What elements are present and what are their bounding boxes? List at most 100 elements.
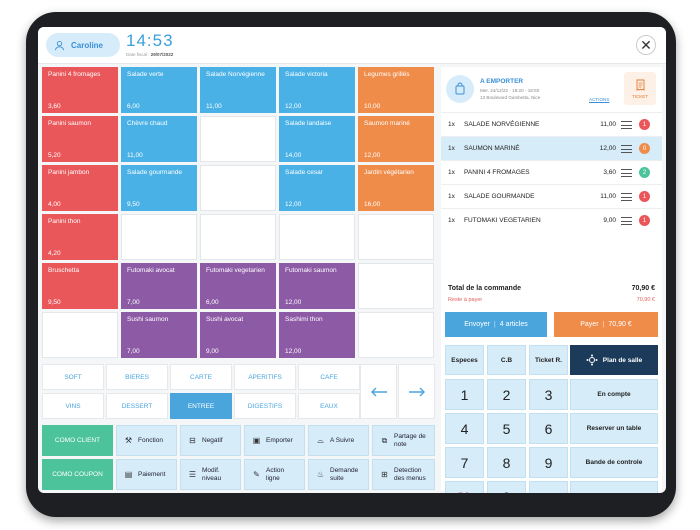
product-sushi-saumon[interactable]: Sushi saumon 7,00 xyxy=(121,312,197,358)
product-legumes-grilles[interactable]: Legumes grillés 10,00 xyxy=(358,67,434,113)
close-button[interactable]: ✕ xyxy=(636,35,656,55)
product-price: 4,20 xyxy=(48,250,61,257)
empty-product-slot[interactable] xyxy=(121,214,197,260)
empty-product-slot[interactable] xyxy=(279,214,355,260)
como-client-button[interactable]: COMO CLIENT xyxy=(42,425,113,456)
empty-product-slot[interactable] xyxy=(358,263,434,309)
product-futomaki-avocat[interactable]: Futomaki avocat 7,00 xyxy=(121,263,197,309)
line-qty: 1x xyxy=(448,145,455,152)
empty-product-slot[interactable] xyxy=(200,165,276,211)
reserver-un-table-button[interactable]: Reserver un table xyxy=(570,413,658,444)
como-coupon-button[interactable]: COMO COUPON xyxy=(42,459,113,490)
category-vins[interactable]: VINS xyxy=(42,393,104,419)
empty-product-slot[interactable] xyxy=(358,214,434,260)
category-aperitifs[interactable]: APERITIFS xyxy=(234,364,296,390)
product-salade-verte[interactable]: Salade verte 6,00 xyxy=(121,67,197,113)
category-bieres[interactable]: BIERES xyxy=(106,364,168,390)
modif-niveau-button[interactable]: ☰ Modif. niveau xyxy=(180,459,241,490)
payment-ticket-r[interactable]: Ticket R. xyxy=(529,345,568,375)
product-chevre-chaud[interactable]: Chèvre chaud 11,00 xyxy=(121,116,197,162)
pay-label: Payer xyxy=(580,321,599,328)
category-carte[interactable]: CARTE xyxy=(170,364,232,390)
key-4[interactable]: 4 xyxy=(445,413,484,444)
chef-icon: ♨ xyxy=(316,470,325,479)
product-panini-thon[interactable]: Panini thon 4,20 xyxy=(42,214,118,260)
product-jardin-vegetarien[interactable]: Jardin végétarien 16,00 xyxy=(358,165,434,211)
detection-menus-button[interactable]: ⊞ Detection des menus xyxy=(372,459,435,490)
plan-de-salle-button[interactable]: Plan de salle xyxy=(570,345,658,375)
empty-product-slot[interactable] xyxy=(358,312,434,358)
hamburger-icon[interactable] xyxy=(621,193,632,201)
product-price: 9,50 xyxy=(48,299,61,306)
product-panini-jambon[interactable]: Panini jambon 4,00 xyxy=(42,165,118,211)
key-3[interactable]: 3 xyxy=(529,379,568,410)
product-futomaki-vegetarien[interactable]: Futomaki vegetarien 6,00 xyxy=(200,263,276,309)
category-cafe[interactable]: CAFE xyxy=(298,364,360,390)
key-2[interactable]: 2 xyxy=(487,379,526,410)
negatif-button[interactable]: ⊟ Negatif xyxy=(180,425,241,456)
product-salade-cesar[interactable]: Salade cesar 12,00 xyxy=(279,165,355,211)
emporter-button[interactable]: ▣ Emporter xyxy=(244,425,305,456)
key-5[interactable]: 5 xyxy=(487,413,526,444)
send-button[interactable]: Envoyer | 4 articles xyxy=(445,312,547,337)
payment-especes[interactable]: Especes xyxy=(445,345,484,375)
order-line[interactable]: 1x FUTOMAKI VEGETARIEN 9,00 1 xyxy=(441,208,662,232)
product-salade-victoria[interactable]: Salade victoria 12,00 xyxy=(279,67,355,113)
empty-product-slot[interactable] xyxy=(200,116,276,162)
bande-de-controle-button[interactable]: Bande de controle xyxy=(570,447,658,478)
product-salade-norvegienne[interactable]: Salade Norvégienne 11,00 xyxy=(200,67,276,113)
product-salade-gourmande[interactable]: Salade gourmande 9,50 xyxy=(121,165,197,211)
en-compte-button[interactable]: En compte xyxy=(570,379,658,410)
product-panini-4-fromages[interactable]: Panini 4 fromages 3,60 xyxy=(42,67,118,113)
product-panini-saumon[interactable]: Panini saumon 5,20 xyxy=(42,116,118,162)
key-8[interactable]: 8 xyxy=(487,447,526,478)
hamburger-icon[interactable] xyxy=(621,121,632,129)
actions-link[interactable]: ACTIONS xyxy=(589,97,610,102)
product-price: 11,00 xyxy=(127,152,143,159)
empty-product-slot[interactable] xyxy=(200,214,276,260)
product-bruschetta[interactable]: Bruschetta 9,50 xyxy=(42,263,118,309)
fonction-button[interactable]: ⚒ Fonction xyxy=(116,425,177,456)
hamburger-icon[interactable] xyxy=(621,217,632,225)
product-saumon-marine[interactable]: Saumon mariné 12,00 xyxy=(358,116,434,162)
key-6[interactable]: 6 xyxy=(529,413,568,444)
a-suivre-button[interactable]: ⌓ A Suivre xyxy=(308,425,369,456)
order-line[interactable]: 1x SALADE GOURMANDE 11,00 1 xyxy=(441,184,662,208)
message-cuisine-button[interactable]: Message cuisine xyxy=(570,481,658,493)
category-eaux[interactable]: EAUX xyxy=(298,393,360,419)
key-0[interactable]: 0 xyxy=(487,481,526,493)
category-dessert[interactable]: DESSERT xyxy=(106,393,168,419)
key-9[interactable]: 9 xyxy=(529,447,568,478)
product-futomaki-saumon[interactable]: Futomaki saumon 12,00 xyxy=(279,263,355,309)
hamburger-icon[interactable] xyxy=(621,169,632,177)
key-1[interactable]: 1 xyxy=(445,379,484,410)
demande-suite-button[interactable]: ♨ Demande suite xyxy=(308,459,369,490)
product-salade-landaise[interactable]: Salade landaise 14,00 xyxy=(279,116,355,162)
order-panel: A EMPORTER Mer. 24/12/22 · 18:20 - 18:50… xyxy=(441,67,662,493)
hamburger-icon[interactable] xyxy=(621,145,632,153)
key-cl[interactable]: CL xyxy=(445,481,484,493)
category-entree[interactable]: ENTREE xyxy=(170,393,232,419)
pay-button[interactable]: Payer | 70,90 € xyxy=(554,312,658,337)
category-digestifs[interactable]: DIGESTIFS xyxy=(234,393,296,419)
paiement-button[interactable]: ▤ Paiement xyxy=(116,459,177,490)
category-soft[interactable]: SOFT xyxy=(42,364,104,390)
payment-c-b[interactable]: C.B xyxy=(487,345,526,375)
user-button[interactable]: Caroline xyxy=(46,33,120,57)
action-ligne-button[interactable]: ✎ Action ligne xyxy=(244,459,305,490)
key-7[interactable]: 7 xyxy=(445,447,484,478)
partage-note-button[interactable]: ⧉ Partage de note xyxy=(372,425,435,456)
order-line[interactable]: 1x PANINI 4 FROMAGES 3,60 2 xyxy=(441,160,662,184)
line-qty: 1x xyxy=(448,121,455,128)
order-line[interactable]: 1x SALADE NORVÉGIENNE 11,00 1 xyxy=(441,112,662,136)
empty-product-slot[interactable] xyxy=(42,312,118,358)
ticket-button[interactable]: TICKET xyxy=(624,72,656,105)
arrow-right-icon xyxy=(408,387,425,396)
close-icon: ✕ xyxy=(640,37,652,53)
product-sashimi-thon[interactable]: Sashimi thon 12,00 xyxy=(279,312,355,358)
key-comma[interactable]: , xyxy=(529,481,568,493)
prev-page-button[interactable] xyxy=(360,364,397,419)
next-page-button[interactable] xyxy=(398,364,435,419)
order-line[interactable]: 1x SAUMON MARINÉ 12,00 0 xyxy=(441,136,662,160)
product-sushi-avocat[interactable]: Sushi avocat 9,00 xyxy=(200,312,276,358)
